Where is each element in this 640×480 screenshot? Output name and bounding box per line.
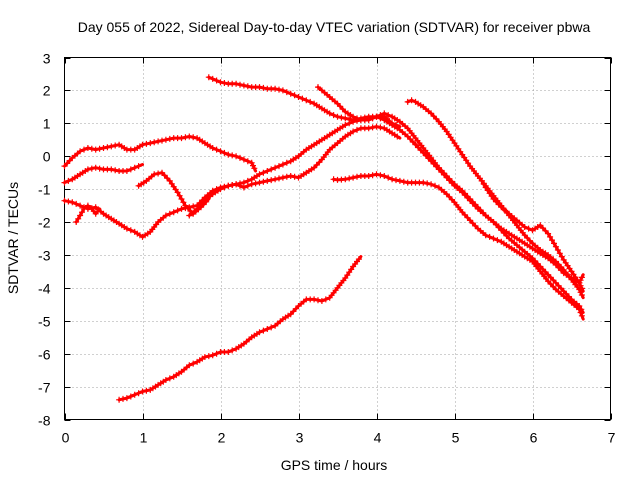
series-line-pass-12 — [117, 255, 363, 402]
series-points-pass-11 — [478, 177, 585, 286]
series-points-pass-12 — [116, 256, 362, 403]
y-tick-label: -1 — [38, 182, 51, 198]
y-tick-label: 0 — [43, 149, 51, 165]
axis-ticks — [64, 57, 612, 421]
y-tick-label: -6 — [38, 347, 51, 363]
y-tick-label: 3 — [43, 51, 51, 67]
x-tick-label: 6 — [530, 430, 538, 446]
x-tick-labels: 0 1 2 3 4 5 6 7 — [62, 430, 616, 446]
x-axis-label: GPS time / hours — [281, 457, 388, 473]
chart-title: Day 055 of 2022, Sidereal Day-to-day VTE… — [78, 19, 591, 35]
data-series — [61, 74, 585, 403]
x-tick-label: 1 — [140, 430, 148, 446]
y-tick-label: -4 — [38, 281, 51, 297]
x-tick-label: 5 — [452, 430, 460, 446]
series-points-pass-8 — [315, 84, 585, 313]
series-points-pass-1 — [61, 133, 258, 172]
x-tick-label: 3 — [296, 430, 304, 446]
y-tick-label: -3 — [38, 248, 51, 264]
y-tick-label: -8 — [38, 413, 51, 429]
x-tick-label: 7 — [608, 430, 616, 446]
series-line-pass-9 — [332, 172, 585, 321]
series-points-pass-4 — [73, 202, 101, 225]
y-axis-label: SDTVAR / TECUs — [5, 182, 21, 294]
x-tick-label: 2 — [218, 430, 226, 446]
series-points-pass-9 — [330, 171, 585, 319]
x-tick-label: 4 — [374, 430, 382, 446]
y-tick-label: 2 — [43, 83, 51, 99]
series-line-pass-6 — [187, 115, 402, 217]
y-tick-label: -7 — [38, 380, 51, 396]
y-tick-labels: -8 -7 -6 -5 -4 -3 -2 -1 0 1 2 3 — [38, 51, 51, 429]
y-tick-label: 1 — [43, 116, 51, 132]
x-tick-label: 0 — [62, 430, 70, 446]
y-tick-label: -5 — [38, 314, 51, 330]
y-tick-label: -2 — [38, 215, 51, 231]
series-points-pass-2 — [61, 163, 142, 186]
plot-frame — [64, 57, 611, 420]
series-points-pass-3 — [61, 123, 401, 240]
